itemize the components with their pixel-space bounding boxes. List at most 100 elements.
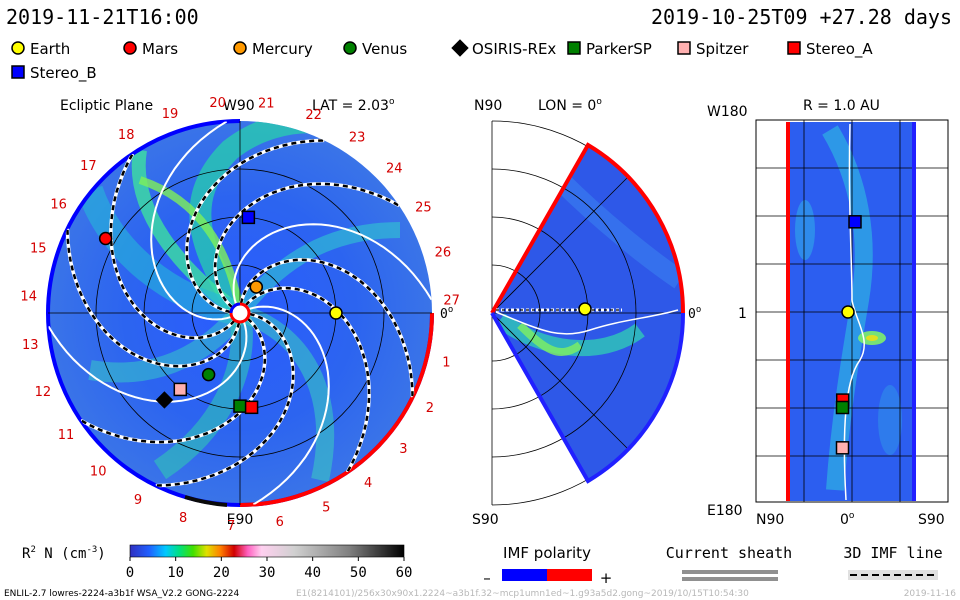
legend-stereo-a-marker [787,41,801,55]
legend-mars-marker [123,41,137,55]
colorbar-tick: 50 [350,565,367,581]
ecliptic-objects [98,210,343,415]
radial-x-right: S90 [918,512,945,528]
header-left-time: 2019-11-21T16:00 [6,5,199,29]
imf-polarity-legend: IMF polarity – + [483,544,612,587]
ecliptic-panel: Ecliptic Plane W90 LAT = 2.03o [20,96,459,534]
radial-spitzer-marker [835,441,850,455]
day-number: 18 [118,128,135,143]
ecliptic-venus-marker [201,367,216,382]
radial-earth-marker [841,305,855,319]
ecliptic-polarity-pos [239,312,434,507]
legend-parkersp-marker [567,41,581,55]
legend-osiris-rex-marker [451,39,469,57]
imf-polarity-minus: – [483,569,491,587]
ecliptic-top-label: W90 [223,98,255,114]
day-number: 20 [209,96,226,111]
day-number: 19 [162,107,179,122]
legend-venus-marker [343,41,357,55]
footer-middle: E1(8214101)/256x30x90x1.2224~a3b1f.32~mc… [296,589,749,599]
ecliptic-stereo-a-marker [244,400,259,415]
colorbar-label: R2 N (cm-3) [22,545,106,562]
day-number: 25 [415,201,432,216]
imf-line-legend: 3D IMF line [843,544,943,580]
day-number: 2 [426,401,434,416]
header-right-time: 2019-10-25T09 +27.28 days [651,5,952,29]
imf-polarity-title: IMF polarity [503,544,591,562]
ecliptic-right-label: 0o [440,305,453,322]
radial-left-mid-label: 1 [738,306,747,322]
day-number: 10 [90,465,107,480]
day-number: 5 [322,501,330,516]
radial-objects [835,215,862,455]
legend-osiris-rex-label: OSIRIS-REx [472,40,556,58]
legend-mercury-marker [233,41,247,55]
radial-top-label: W180 [707,104,748,120]
imf-polarity-neg-swatch [502,569,547,581]
day-number: 6 [276,515,284,530]
imf-line-title: 3D IMF line [843,544,942,562]
colorbar-tick: 60 [396,565,413,581]
meridional-earth-marker [578,302,592,316]
meridional-lon-label: LON = 0o [538,97,602,114]
footer-right: 2019-11-16 [904,589,957,599]
current-sheath-title: Current sheath [666,544,792,562]
imf-polarity-pos-swatch [547,569,592,581]
day-number: 3 [399,442,407,457]
meridional-top-label: N90 [474,98,502,114]
day-number: 4 [364,476,372,491]
colorbar-tick: 30 [259,565,276,581]
current-sheath-legend: Current sheath [666,544,792,581]
day-number: 23 [349,130,366,145]
ecliptic-lat-label: LAT = 2.03o [312,97,395,114]
day-number: 12 [35,385,52,400]
ecliptic-osiris-rex-marker [155,391,174,409]
radial-title: R = 1.0 AU [803,98,880,114]
legend-stereo-b-marker [11,65,25,79]
colorbar-tick: 10 [167,565,184,581]
radial-bottom-label: E180 [707,503,743,519]
ecliptic-spitzer-marker [173,382,188,397]
day-number: 15 [30,242,47,257]
legend: Earth Mars Mercury Venus OSIRIS-REx ParkerSP S… [11,39,873,83]
legend-earth-label: Earth [30,40,70,58]
ecliptic-imf-lines [48,121,432,505]
day-number: 16 [50,197,67,212]
meridional-bottom-label: S90 [472,512,499,528]
colorbar-tick: 20 [213,565,230,581]
ecliptic-parkersp-marker [233,399,247,413]
legend-earth-marker [11,41,25,55]
ecliptic-mars-marker [98,231,113,246]
day-number: 13 [22,338,39,353]
radial-stereo-b-marker [848,215,862,229]
legend-spitzer-label: Spitzer [696,40,749,58]
radial-parkersp-marker [835,400,850,415]
day-number: 22 [305,108,322,123]
imf-polarity-plus: + [600,569,613,587]
legend-spitzer-marker [677,41,691,55]
day-number: 26 [435,245,452,260]
day-number: 24 [386,162,403,177]
day-number: 8 [179,511,187,526]
ecliptic-bottom-label: E90 [227,512,254,528]
day-number: 14 [20,289,37,304]
legend-stereo-a-label: Stereo_A [806,40,873,59]
legend-stereo-b-label: Stereo_B [30,64,97,83]
footer-left: ENLIL-2.7 lowres-2224-a3b1f WSA_V2.2 GON… [4,589,240,599]
day-number: 7 [227,519,235,534]
day-number: 27 [443,293,460,308]
legend-mars-label: Mars [142,40,178,58]
radial-x-mid: 0o [840,511,855,528]
radial-panel: R = 1.0 AU W180 E180 1 N90 [707,98,949,528]
day-number: 11 [58,428,75,443]
colorbar-tick: 40 [304,565,321,581]
ecliptic-earth-marker [329,306,343,320]
radial-x-left: N90 [756,512,784,528]
day-number: 9 [134,493,142,508]
day-number: 17 [80,159,97,174]
legend-mercury-label: Mercury [252,40,313,58]
colorbar-gradient [129,544,405,558]
legend-venus-label: Venus [362,40,407,58]
